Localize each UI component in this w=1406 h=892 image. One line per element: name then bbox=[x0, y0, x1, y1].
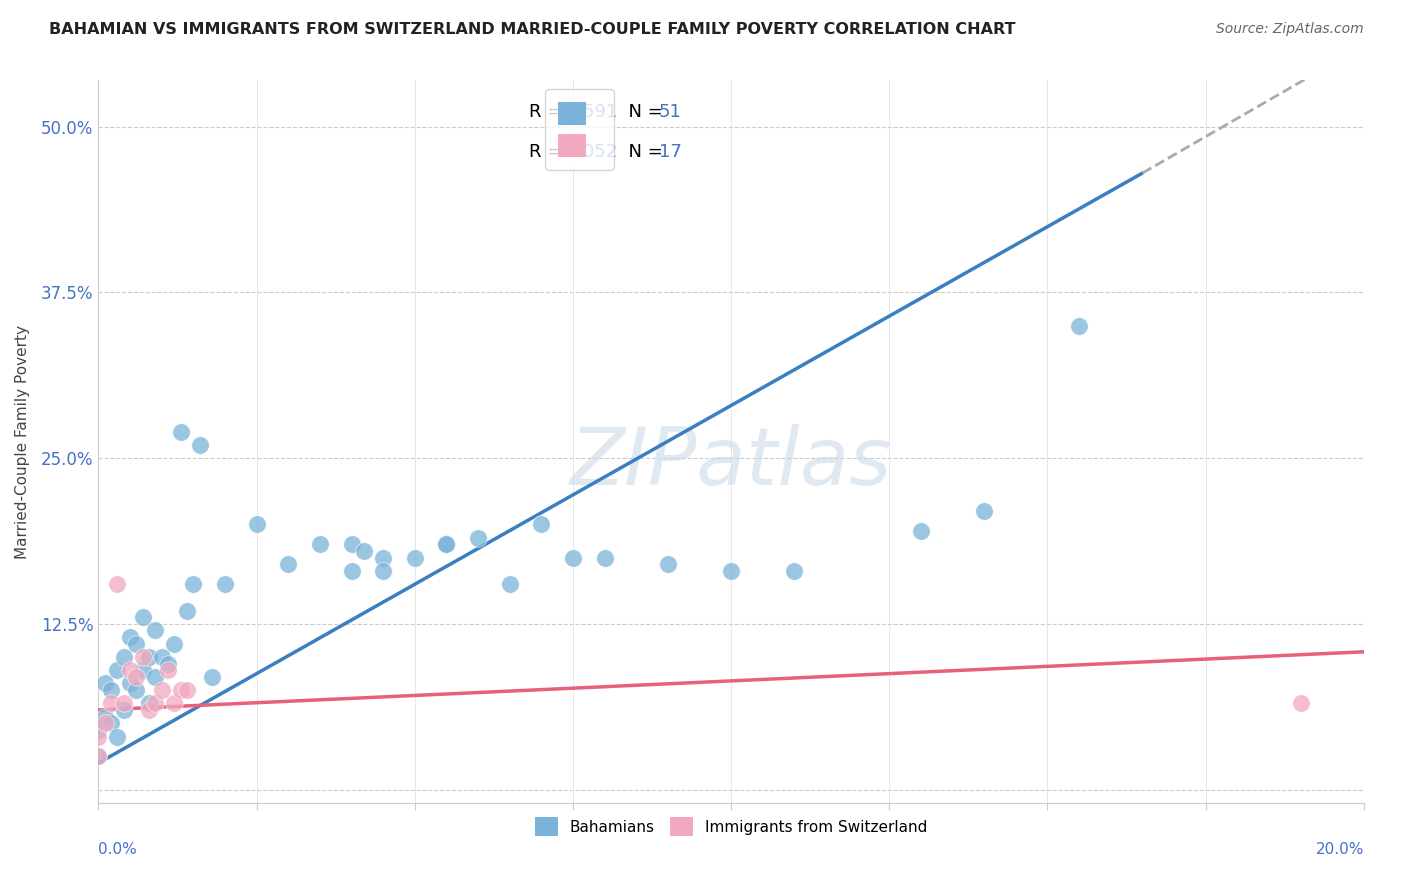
Point bbox=[150, 683, 173, 698]
Point bbox=[107, 663, 129, 677]
Point bbox=[87, 749, 110, 764]
Point bbox=[112, 703, 135, 717]
Point bbox=[132, 610, 155, 624]
Point bbox=[657, 557, 679, 571]
Point bbox=[120, 676, 141, 690]
Point bbox=[120, 630, 141, 644]
Point bbox=[498, 577, 520, 591]
Point bbox=[112, 697, 135, 711]
Text: 0.591: 0.591 bbox=[567, 103, 619, 121]
Point bbox=[132, 650, 155, 665]
Point bbox=[309, 537, 332, 551]
Point bbox=[467, 531, 489, 545]
Point bbox=[87, 730, 110, 744]
Point bbox=[169, 683, 191, 698]
Point bbox=[145, 624, 166, 638]
Point bbox=[163, 637, 186, 651]
Text: R =: R = bbox=[529, 143, 568, 161]
Point bbox=[277, 557, 299, 571]
Point bbox=[561, 550, 585, 565]
Point bbox=[107, 577, 129, 591]
Point bbox=[371, 564, 394, 578]
Point bbox=[107, 730, 129, 744]
Point bbox=[125, 637, 148, 651]
Point bbox=[138, 703, 160, 717]
Point bbox=[783, 564, 806, 578]
Point bbox=[201, 670, 224, 684]
Text: BAHAMIAN VS IMMIGRANTS FROM SWITZERLAND MARRIED-COUPLE FAMILY POVERTY CORRELATIO: BAHAMIAN VS IMMIGRANTS FROM SWITZERLAND … bbox=[49, 22, 1015, 37]
Text: 0.052: 0.052 bbox=[567, 143, 617, 161]
Point bbox=[188, 438, 211, 452]
Point bbox=[530, 517, 553, 532]
Text: R =: R = bbox=[529, 103, 568, 121]
Point bbox=[125, 670, 148, 684]
Point bbox=[1067, 318, 1090, 333]
Point bbox=[157, 657, 180, 671]
Point bbox=[100, 683, 122, 698]
Y-axis label: Married-Couple Family Poverty: Married-Couple Family Poverty bbox=[15, 325, 30, 558]
Point bbox=[120, 663, 141, 677]
Point bbox=[132, 663, 155, 677]
Point bbox=[125, 683, 148, 698]
Point bbox=[340, 537, 363, 551]
Text: N =: N = bbox=[617, 143, 669, 161]
Point bbox=[176, 683, 198, 698]
Point bbox=[87, 723, 110, 737]
Point bbox=[910, 524, 932, 538]
Legend: Bahamians, Immigrants from Switzerland: Bahamians, Immigrants from Switzerland bbox=[529, 811, 934, 842]
Point bbox=[176, 603, 198, 617]
Point bbox=[150, 650, 173, 665]
Point bbox=[138, 697, 160, 711]
Point bbox=[157, 663, 180, 677]
Point bbox=[436, 537, 458, 551]
Point bbox=[340, 564, 363, 578]
Point bbox=[436, 537, 458, 551]
Text: N =: N = bbox=[617, 103, 669, 121]
Point bbox=[93, 676, 117, 690]
Text: 51: 51 bbox=[659, 103, 682, 121]
Point bbox=[371, 550, 394, 565]
Point bbox=[214, 577, 236, 591]
Point bbox=[138, 650, 160, 665]
Text: Source: ZipAtlas.com: Source: ZipAtlas.com bbox=[1216, 22, 1364, 37]
Point bbox=[353, 544, 375, 558]
Text: 0.0%: 0.0% bbox=[98, 842, 138, 856]
Point bbox=[112, 650, 135, 665]
Point bbox=[246, 517, 269, 532]
Point bbox=[87, 749, 110, 764]
Point bbox=[100, 716, 122, 731]
Text: 20.0%: 20.0% bbox=[1316, 842, 1364, 856]
Text: ZIPatlas: ZIPatlas bbox=[569, 425, 893, 502]
Point bbox=[163, 697, 186, 711]
Point bbox=[145, 697, 166, 711]
Point bbox=[100, 697, 122, 711]
Text: 17: 17 bbox=[659, 143, 682, 161]
Point bbox=[404, 550, 426, 565]
Point bbox=[973, 504, 995, 518]
Point bbox=[93, 716, 117, 731]
Point bbox=[145, 670, 166, 684]
Point bbox=[593, 550, 616, 565]
Point bbox=[720, 564, 742, 578]
Point bbox=[169, 425, 191, 439]
Point bbox=[93, 709, 117, 723]
Point bbox=[183, 577, 205, 591]
Point bbox=[1289, 697, 1312, 711]
